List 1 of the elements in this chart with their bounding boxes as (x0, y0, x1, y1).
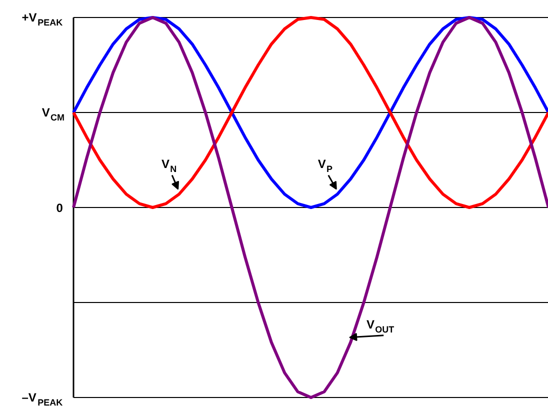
ref-line-label: 0 (56, 201, 64, 215)
